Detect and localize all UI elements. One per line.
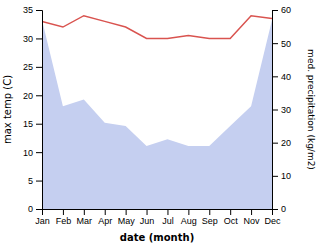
tick-label: Aug — [181, 216, 197, 226]
tick-label: Mar — [77, 216, 93, 226]
tick: 10 — [272, 171, 291, 181]
tick-mark — [272, 143, 278, 144]
tick: Sep — [202, 209, 218, 226]
tick: Jun — [140, 209, 155, 226]
tick-mark — [251, 209, 252, 215]
tick-mark — [63, 209, 64, 215]
tick-mark — [147, 209, 148, 215]
y-axis-title: max temp (C) — [2, 75, 13, 144]
tick: Jul — [162, 209, 174, 226]
tick: May — [118, 209, 136, 226]
tick-label: 10 — [23, 148, 33, 158]
tick-mark — [84, 209, 85, 215]
x-axis: Jan Feb Mar Apr May Jun Jul Aug Sep Oct NovDec — [35, 209, 281, 226]
tick-label: 35 — [23, 5, 33, 15]
tick-mark — [126, 209, 127, 215]
tick: Jan — [35, 209, 50, 226]
tick: Feb — [56, 209, 72, 226]
tick: 5 — [28, 176, 42, 186]
tick-label: Sep — [202, 216, 218, 226]
tick-mark — [36, 95, 42, 96]
tick-mark — [209, 209, 210, 215]
tick-label: 0 — [28, 204, 33, 214]
tick-label: Nov — [244, 216, 261, 226]
tick: 25 — [23, 62, 42, 72]
axis-line — [273, 11, 279, 210]
tick-mark — [36, 67, 42, 68]
tick: Nov — [244, 209, 261, 226]
tick-label: Dec — [264, 216, 281, 226]
tick-mark — [36, 181, 42, 182]
tick-label: 20 — [23, 91, 33, 101]
tick-label: Apr — [98, 216, 112, 226]
tick: Oct — [224, 209, 239, 226]
x-axis-title: date (month) — [120, 232, 194, 243]
area — [42, 20, 272, 209]
axis-line — [36, 11, 43, 210]
tick-label: 50 — [281, 39, 291, 49]
tick-mark — [230, 209, 231, 215]
tick-mark — [36, 209, 42, 210]
tick: 20 — [23, 91, 42, 101]
y2-axis-title: med. precipitation (kg/m2) — [306, 49, 316, 170]
tick-mark — [188, 209, 189, 215]
chart: JanFebMarAprMayJunJulAugSepOctNovDec0510… — [0, 0, 318, 247]
tick-label: Jul — [162, 216, 174, 226]
tick-label: 0 — [281, 204, 286, 214]
tick-mark — [167, 209, 168, 215]
tick: Apr — [98, 209, 112, 226]
tick-label: 5 — [28, 176, 33, 186]
tick-mark — [272, 176, 278, 177]
tick: 20 — [272, 138, 291, 148]
tick-label: Feb — [56, 216, 72, 226]
tick-label: 10 — [281, 171, 291, 181]
y2-axis: 0 10 20 30 40 50 60 — [272, 5, 291, 214]
tick: Dec — [264, 209, 281, 226]
tick: 0 — [272, 204, 286, 214]
tick-label: Oct — [224, 216, 239, 226]
tick: 35 — [23, 5, 42, 15]
tick-label: May — [118, 216, 136, 226]
tick-mark — [36, 152, 42, 153]
line — [42, 16, 272, 39]
tick-mark — [105, 209, 106, 215]
y-axis: 0 5 10 15 20 25 30 35 — [23, 5, 43, 214]
tick: 10 — [23, 148, 42, 158]
tick-mark — [36, 10, 42, 11]
tick-label: Jun — [140, 216, 155, 226]
tick-label: 60 — [281, 5, 291, 15]
tick: Mar — [77, 209, 93, 226]
tick-mark — [272, 209, 278, 210]
tick-mark — [36, 38, 42, 39]
tick-label: 15 — [23, 119, 33, 129]
tick-label: 40 — [281, 72, 291, 82]
tick: 40 — [272, 72, 291, 82]
tick: 30 — [23, 34, 42, 44]
tick: Aug — [181, 209, 197, 226]
tick-label: 30 — [23, 34, 33, 44]
tick-mark — [272, 76, 278, 77]
tick: 50 — [272, 39, 291, 49]
tick-mark — [36, 124, 42, 125]
tick-label: 20 — [281, 138, 291, 148]
tick-mark — [272, 10, 278, 11]
tick: 15 — [23, 119, 42, 129]
tick-label: Jan — [35, 216, 50, 226]
tick-mark — [272, 43, 278, 44]
tick-mark — [272, 110, 278, 111]
tick: 30 — [272, 105, 291, 115]
tick: 60 — [272, 5, 291, 15]
tick-label: 30 — [281, 105, 291, 115]
plot-area — [42, 16, 272, 209]
axis-line — [43, 210, 273, 216]
tick-label: 25 — [23, 62, 33, 72]
tick: 0 — [28, 204, 42, 214]
